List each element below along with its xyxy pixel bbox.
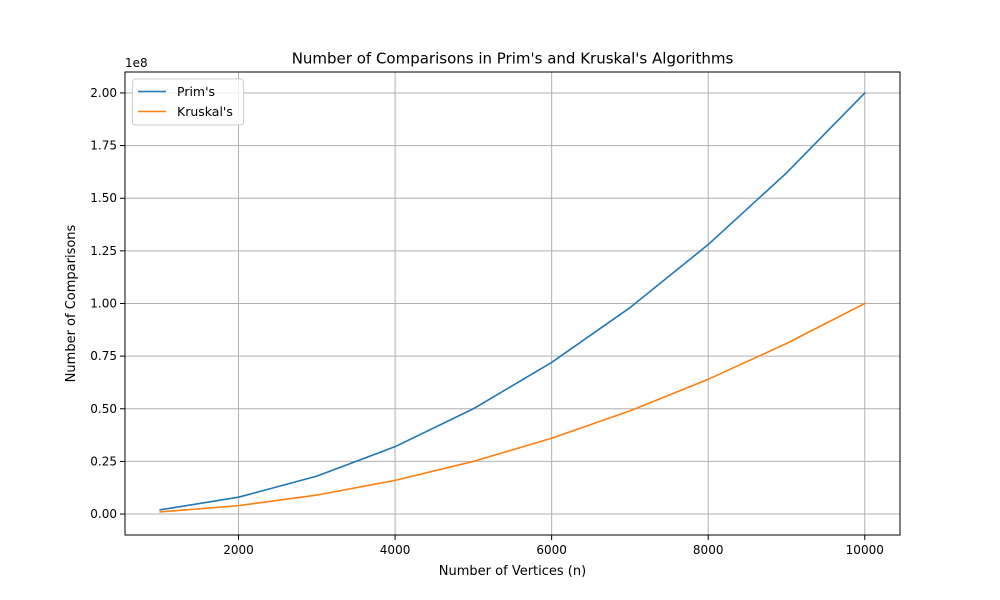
series-lines: [159, 91, 866, 513]
y-tick-label: 0.50: [90, 402, 117, 416]
x-tick-label: 4000: [380, 543, 411, 557]
y-tick-label: 0.25: [90, 454, 117, 468]
y-tick-label: 1.50: [90, 191, 117, 205]
grid: [125, 72, 900, 535]
y-tick-label: 1.75: [90, 139, 117, 153]
x-tick-label: 2000: [223, 543, 254, 557]
series-line-kruskals: [159, 302, 866, 513]
chart-title: Number of Comparisons in Prim's and Krus…: [292, 50, 734, 68]
legend-box: [132, 78, 244, 126]
legend-label-prims: Prim's: [177, 84, 215, 99]
legend-label-kruskals: Kruskal's: [177, 104, 233, 119]
x-tick-label: 10000: [846, 543, 884, 557]
x-tick-label: 6000: [536, 543, 567, 557]
axis-ticks: 2000 4000 6000 8000 10000 0.00 0.25 0.50 0.75 1.0…: [90, 86, 884, 557]
series-line-prims: [159, 91, 866, 511]
y-tick-label: 0.75: [90, 349, 117, 363]
legend: Prim's Kruskal's: [132, 78, 244, 126]
y-tick-label: 1.00: [90, 297, 117, 311]
x-axis-label: Number of Vertices (n): [439, 564, 586, 579]
y-tick-label: 0.00: [90, 507, 117, 521]
y-tick-label: 2.00: [90, 86, 117, 100]
y-axis-label: Number of Comparisons: [64, 224, 79, 382]
x-tick-label: 8000: [693, 543, 724, 557]
y-tick-label: 1.25: [90, 244, 117, 258]
y-axis-offset-label: 1e8: [125, 56, 148, 70]
